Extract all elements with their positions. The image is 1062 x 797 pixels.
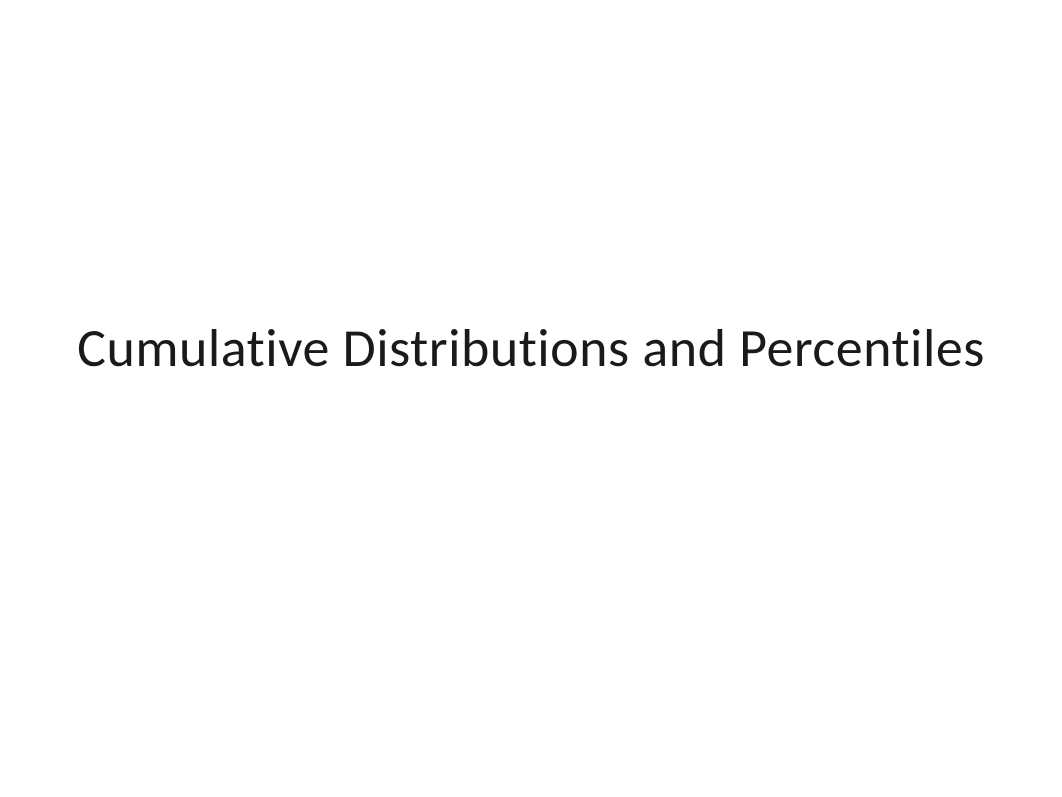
- slide-title: Cumulative Distributions and Percentiles: [77, 315, 985, 383]
- slide-container: Cumulative Distributions and Percentiles: [0, 0, 1062, 797]
